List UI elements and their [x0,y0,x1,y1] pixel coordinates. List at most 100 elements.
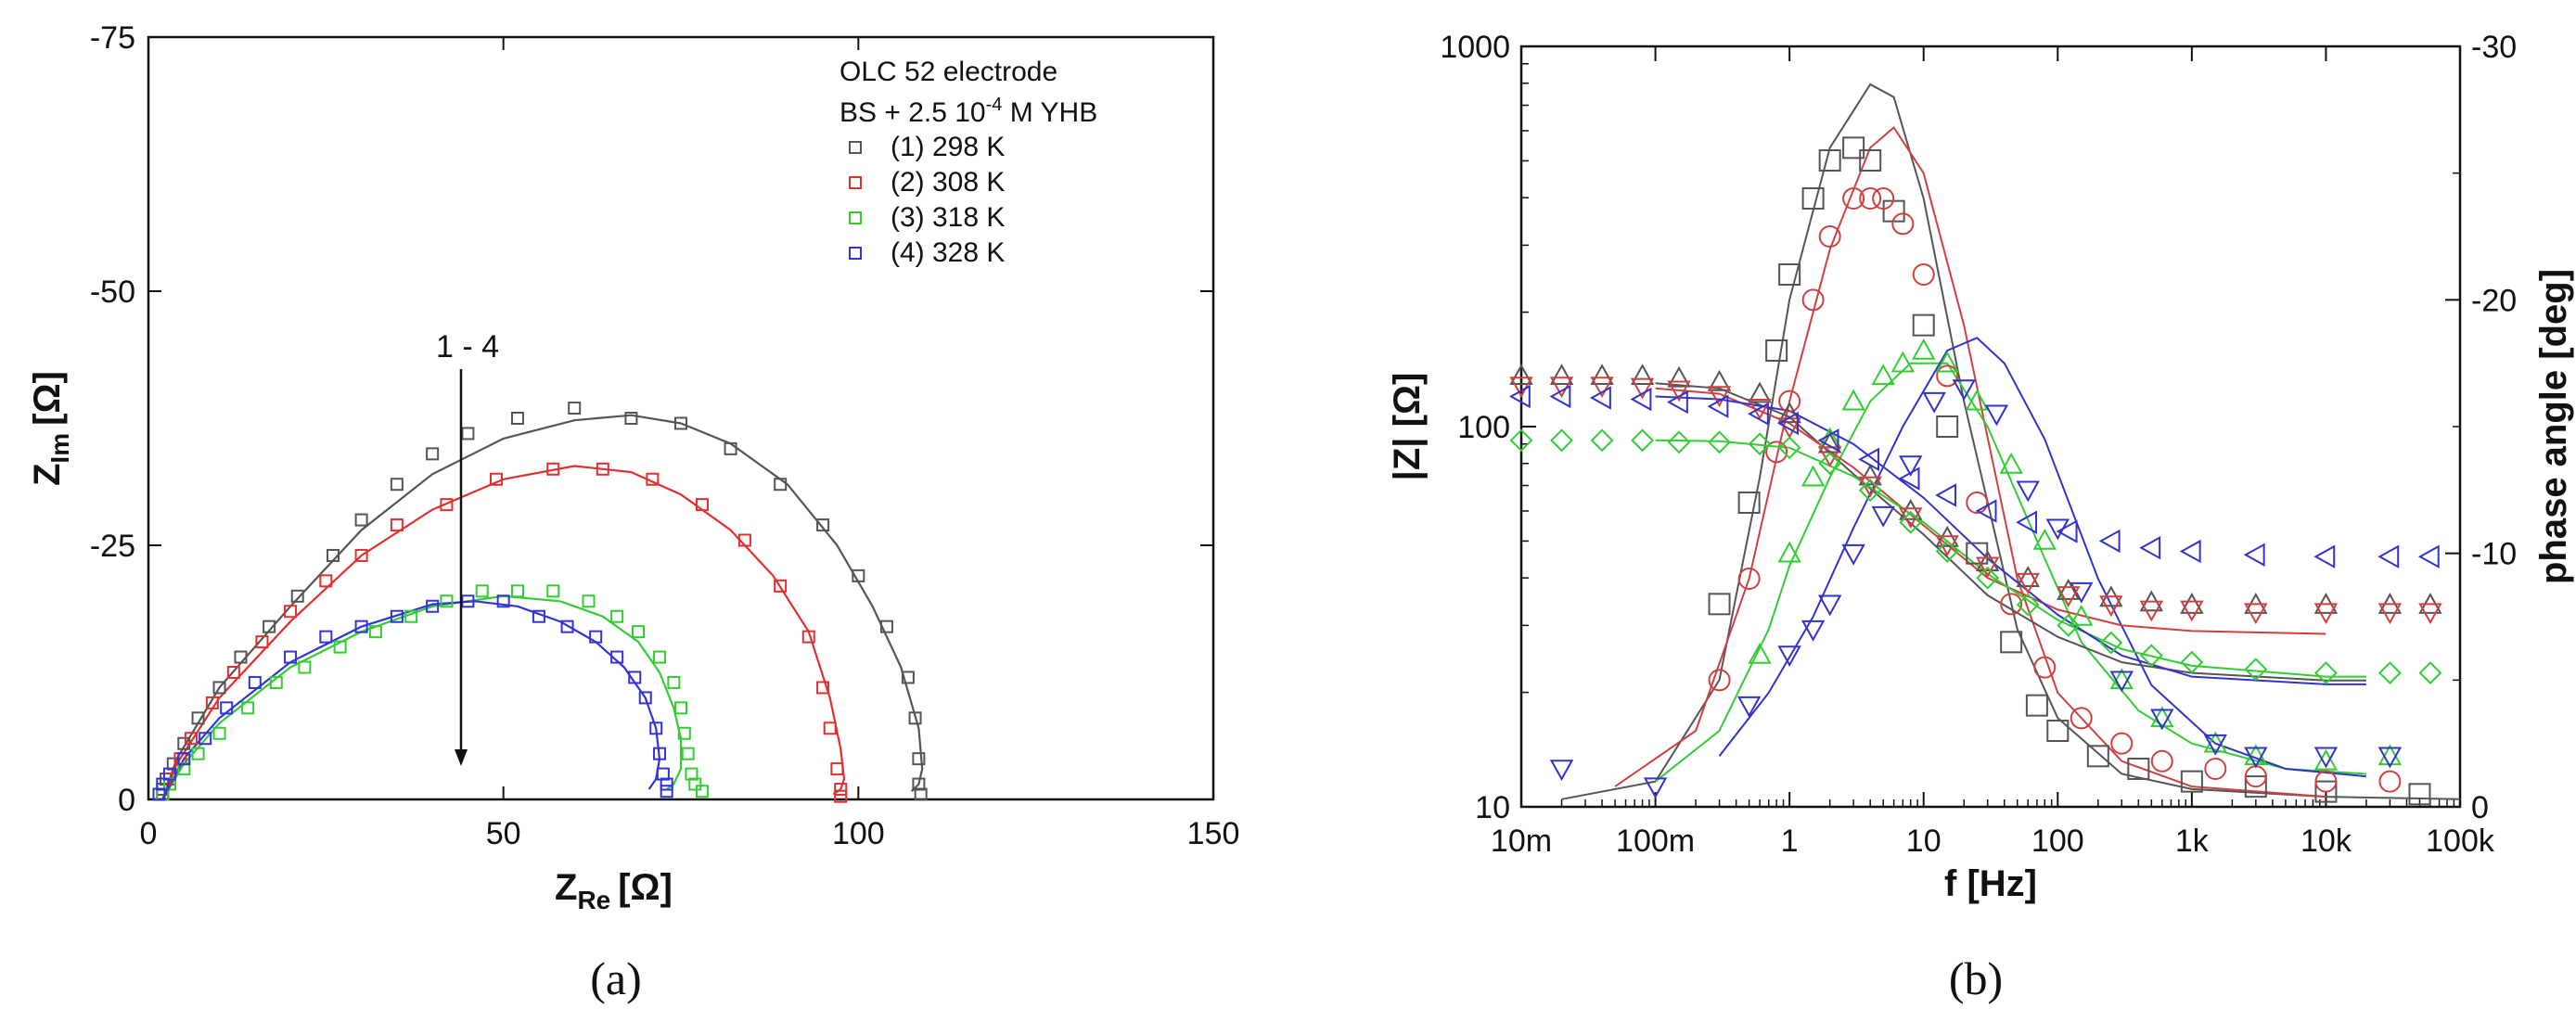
bode-chart: 10m 100m 1 10 100 1k 10k 100k 10 100 1000 0 -10 -20 -3… [1387,30,2574,1004]
data-point [234,650,248,664]
data-point [660,785,673,798]
data-point [1631,428,1654,453]
data-point [1859,187,1882,210]
data-point [2244,744,2268,766]
data-point [1549,760,1574,782]
data-point [1801,187,1825,210]
data-point [284,605,298,619]
data-point [1549,377,1574,399]
data-point [1936,364,1959,388]
legend-title: OLC 52 electrode [839,57,1057,87]
data-point [2377,744,2403,766]
data-point [1508,384,1531,409]
right-tick-label: 0 [2471,790,2489,825]
data-point [2139,535,2161,560]
x-tick-label: 100 [2031,824,2084,859]
data-point [589,630,603,644]
data-point [1999,452,2023,474]
y-tick-label: 0 [118,783,135,818]
fit-line [1655,382,2366,682]
data-point [354,513,368,527]
data-point [2244,658,2268,682]
data-point [901,671,915,684]
data-point [354,548,368,562]
data-point [162,767,176,781]
data-point [1935,483,1956,507]
data-point [1975,556,2000,579]
right-tick-label: -20 [2471,283,2517,318]
data-point [1841,389,1865,411]
data-point [2180,650,2204,674]
data-point [1667,430,1691,454]
bode-plot-frame [1519,45,2462,809]
data-point [1667,365,1691,388]
data-point [724,441,737,455]
data-point [1952,379,1976,402]
data-point [1509,364,1533,386]
data-point [177,762,191,776]
data-point [737,533,751,547]
y-label-subscript: Im [45,433,74,464]
bode-right-axis-label: phase angle [deg] [2533,269,2574,584]
data-point [1871,505,1895,528]
data-point [649,722,663,735]
legend-label: (4) 328 K [891,237,1005,268]
data-point [1708,669,1731,692]
data-point [653,650,667,664]
data-point [2139,644,2163,668]
data-point [774,579,788,593]
data-point [2056,519,2078,543]
data-point [2070,707,2093,730]
data-point [2057,578,2081,600]
data-point [2016,566,2040,587]
x-label-subscript: Re [577,886,610,914]
data-point [2408,783,2431,806]
data-point [1912,313,1935,337]
data-point [326,548,340,562]
fit-line [1655,439,2366,678]
data-point [667,675,681,689]
data-point [1871,364,1895,386]
data-point [241,701,255,715]
fit-line [161,600,661,800]
fit-line [1718,337,2366,778]
data-point [2314,770,2338,793]
data-point [912,752,926,766]
data-point [2016,572,2040,594]
data-point [1859,149,1882,172]
data-point [2150,706,2174,728]
data-point [2313,747,2339,769]
data-point [1667,380,1691,402]
data-point [205,696,219,709]
x-tick-label: 50 [486,816,521,851]
data-point [212,726,226,740]
data-point [2244,603,2268,625]
data-point [610,609,624,623]
nyquist-legend: OLC 52 electrode BS + 2.5 10-4 M YHB (1)… [839,57,1097,268]
data-point [2127,758,2150,780]
data-point [1899,510,1923,534]
left-tick-label: 1000 [1440,30,1510,65]
data-point [1630,364,1655,386]
data-point [220,701,234,715]
data-point [681,747,695,760]
data-point [2025,694,2048,717]
data-point [1966,492,1989,514]
data-point [2417,544,2440,568]
data-point [156,777,170,791]
nyquist-plot-frame [147,35,1215,801]
data-point [1890,351,1916,373]
left-tick-label: 10 [1475,790,1510,825]
data-point [368,625,382,639]
legend-subtitle: BS + 2.5 10-4 M YHB [839,95,1097,128]
data-point [461,594,475,608]
data-point [628,671,642,684]
data-point [1912,338,1936,360]
data-point [319,574,333,588]
data-point [2057,613,2081,637]
data-point [1899,455,1923,478]
data-point [1737,568,1761,590]
fit-line [161,465,846,800]
data-point [1549,384,1571,409]
data-point [1590,377,1614,399]
